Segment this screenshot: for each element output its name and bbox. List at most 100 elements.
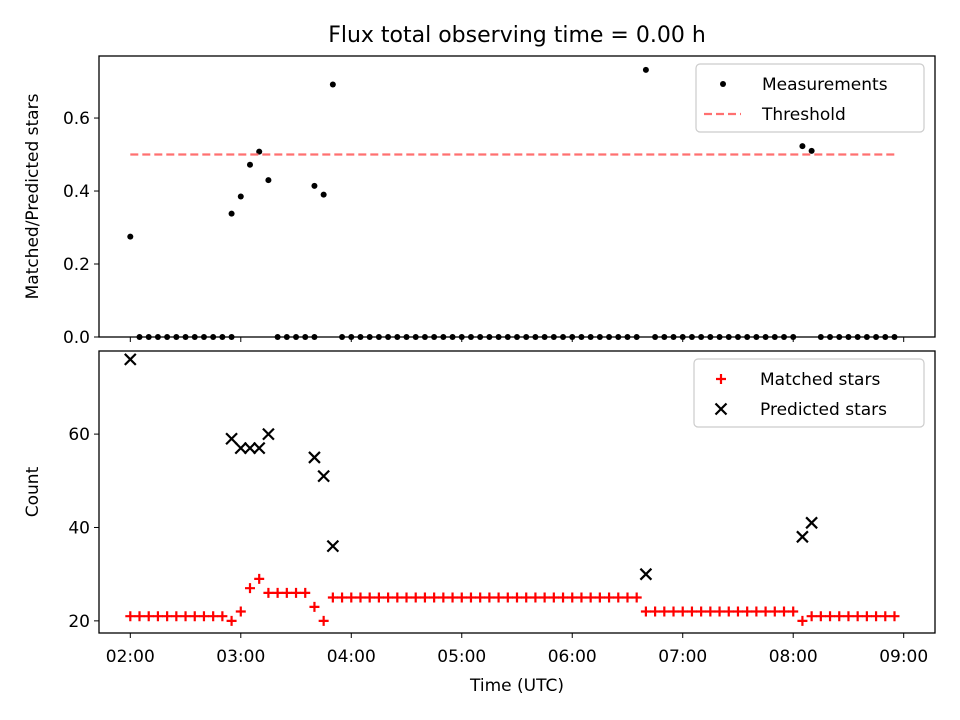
data-point	[283, 334, 290, 340]
data-point	[502, 592, 513, 603]
data-point	[725, 334, 732, 340]
data-point	[696, 606, 707, 617]
data-point	[274, 334, 281, 340]
y-axis-label: Matched/Predicted stars	[23, 93, 43, 299]
data-point	[228, 210, 235, 217]
data-point	[237, 193, 244, 200]
data-point	[145, 334, 152, 340]
data-point	[854, 334, 861, 340]
data-point	[291, 587, 302, 598]
data-point	[640, 606, 651, 617]
data-point	[256, 148, 263, 155]
data-point	[366, 334, 373, 340]
data-point	[805, 516, 818, 530]
data-point	[720, 81, 726, 87]
data-point	[604, 592, 615, 603]
data-point	[560, 334, 567, 340]
data-point	[329, 81, 336, 88]
x-axis-label: Time (UTC)	[469, 676, 564, 696]
data-point	[403, 334, 410, 340]
x-tick-label: 05:00	[437, 647, 486, 667]
data-point	[716, 334, 723, 340]
data-point	[182, 334, 189, 340]
data-point	[523, 334, 530, 340]
data-point	[707, 334, 714, 340]
data-point	[806, 611, 817, 622]
data-point	[514, 334, 520, 340]
data-point	[447, 592, 458, 603]
data-point	[578, 334, 585, 340]
data-point	[477, 334, 484, 340]
data-point	[779, 606, 790, 617]
data-point	[431, 334, 438, 340]
data-point	[753, 334, 760, 340]
data-point	[587, 334, 594, 340]
data-point	[532, 334, 539, 340]
axes-frame	[98, 350, 936, 634]
data-point	[504, 334, 511, 340]
data-point	[742, 606, 753, 617]
data-point	[355, 592, 366, 603]
data-point	[171, 611, 182, 622]
data-point	[162, 611, 173, 622]
data-point	[154, 334, 161, 340]
data-point	[668, 606, 679, 617]
data-point	[769, 606, 780, 617]
legend-frame	[695, 63, 925, 133]
data-point	[302, 334, 309, 340]
x-tick-label: 07:00	[658, 647, 707, 667]
data-point	[320, 191, 327, 198]
data-point	[385, 334, 392, 340]
data-point	[861, 611, 872, 622]
data-point	[781, 334, 788, 340]
data-point	[705, 606, 716, 617]
figure-title: Flux total observing time = 0.00 h	[328, 23, 706, 48]
data-point	[790, 334, 797, 340]
data-point	[357, 334, 364, 340]
data-point	[808, 147, 815, 154]
data-point	[293, 334, 300, 340]
data-point	[744, 334, 751, 340]
data-point	[317, 469, 330, 483]
data-point	[235, 606, 246, 617]
data-point	[467, 334, 474, 340]
data-point	[760, 606, 771, 617]
data-point	[262, 427, 275, 441]
data-point	[252, 441, 266, 455]
data-point	[799, 143, 806, 150]
data-point	[475, 592, 486, 603]
y-tick-label: 20	[68, 612, 90, 632]
series-predicted-stars	[124, 353, 818, 581]
data-point	[191, 334, 198, 340]
data-point	[845, 334, 852, 340]
data-point	[217, 611, 228, 622]
data-point	[613, 592, 624, 603]
data-point	[817, 334, 824, 340]
data-point	[788, 606, 799, 617]
data-point	[210, 334, 217, 340]
data-point	[594, 592, 605, 603]
data-point	[164, 334, 171, 340]
data-point	[797, 615, 808, 626]
data-point	[486, 334, 493, 340]
data-point	[143, 611, 154, 622]
data-point	[650, 606, 661, 617]
data-point	[836, 334, 843, 340]
data-point	[652, 334, 659, 340]
data-point	[438, 592, 449, 603]
data-point	[762, 334, 769, 340]
data-point	[410, 592, 421, 603]
data-point	[596, 334, 603, 340]
data-point	[871, 611, 882, 622]
x-tick-label: 02:00	[106, 647, 155, 667]
data-point	[686, 606, 697, 617]
data-point	[548, 592, 559, 603]
data-point	[337, 592, 348, 603]
data-point	[550, 334, 557, 340]
data-point	[198, 611, 209, 622]
data-point	[567, 592, 578, 603]
data-point	[677, 606, 688, 617]
data-point	[484, 592, 495, 603]
data-point	[228, 334, 235, 340]
data-point	[173, 334, 180, 340]
